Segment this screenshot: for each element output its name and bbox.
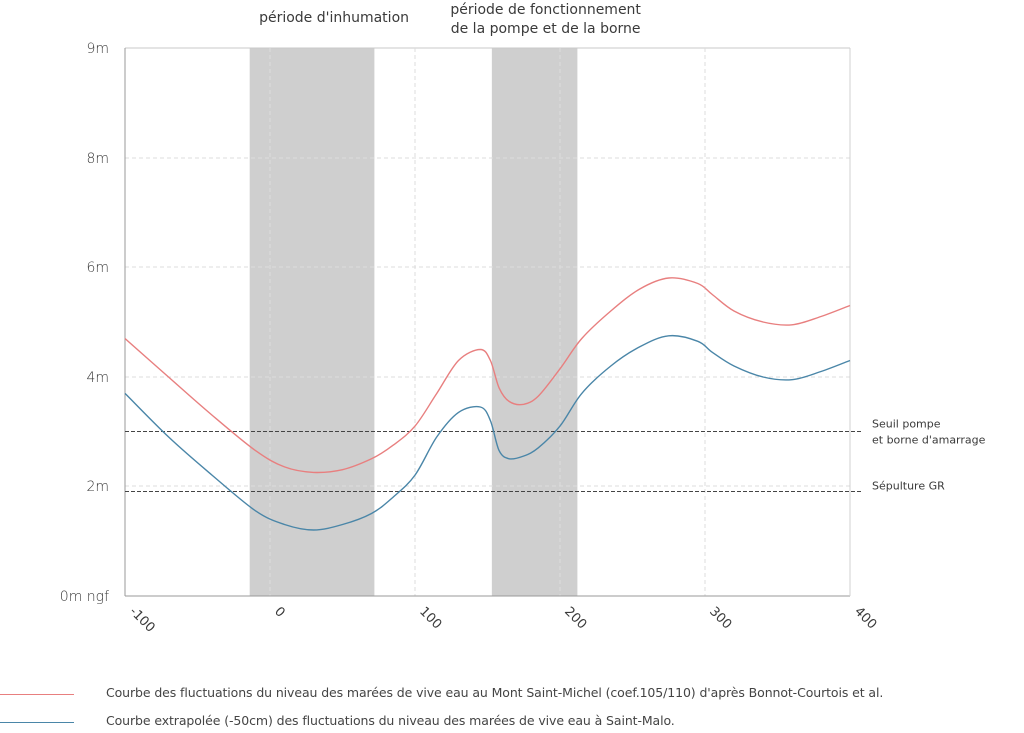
data-series bbox=[124, 277, 851, 531]
plot-frame bbox=[124, 48, 851, 597]
series-line-1 bbox=[124, 334, 851, 531]
threshold-label-0: Seuil pompe bbox=[872, 418, 941, 431]
y-axis-ticks: 0m ngf 2m 4m 6m 8m 9m bbox=[60, 41, 109, 605]
y-tick-label: 0m ngf bbox=[60, 589, 109, 605]
band-label-1: période de fonctionnement bbox=[450, 2, 641, 18]
band-label-1: de la pompe et de la borne bbox=[451, 21, 641, 37]
y-tick-label: 8m bbox=[86, 151, 109, 167]
legend-item-saint-malo: Courbe extrapolée (-50cm) des fluctuatio… bbox=[0, 712, 1024, 732]
threshold-label-1: Sépulture GR bbox=[872, 480, 945, 493]
x-tick-label: -100 bbox=[126, 604, 157, 635]
x-tick-label: 100 bbox=[416, 604, 444, 632]
threshold-labels: Seuil pompe et borne d'amarrage Sépulture … bbox=[872, 418, 986, 493]
band-label-0: période d'inhumation bbox=[259, 10, 409, 26]
threshold-label-0: et borne d'amarrage bbox=[872, 434, 986, 447]
legend-label-saint-malo: Courbe extrapolée (-50cm) des fluctuatio… bbox=[106, 713, 675, 728]
legend-swatch-red bbox=[0, 694, 74, 695]
series-line-0 bbox=[124, 277, 851, 474]
band-labels: période d'inhumation période de fonctionn… bbox=[259, 2, 641, 37]
y-tick-label: 4m bbox=[86, 370, 109, 386]
band-1 bbox=[491, 48, 578, 596]
legend-item-mont-saint-michel: Courbe des fluctuations du niveau des ma… bbox=[0, 684, 1024, 704]
period-bands bbox=[249, 48, 578, 596]
grid-lines bbox=[125, 47, 850, 596]
band-0 bbox=[249, 48, 375, 596]
x-tick-label: 300 bbox=[706, 604, 734, 632]
legend-label-mont-saint-michel: Courbe des fluctuations du niveau des ma… bbox=[106, 685, 884, 700]
y-tick-label: 2m bbox=[86, 479, 109, 495]
x-tick-label: 400 bbox=[851, 604, 879, 632]
x-tick-label: 0 bbox=[271, 604, 287, 620]
legend-swatch-blue bbox=[0, 722, 74, 723]
x-axis-ticks: -100 0 100 200 300 400 bbox=[126, 604, 879, 635]
y-tick-label: 6m bbox=[86, 260, 109, 276]
x-tick-label: 200 bbox=[561, 604, 589, 632]
y-tick-label: 9m bbox=[86, 41, 109, 57]
